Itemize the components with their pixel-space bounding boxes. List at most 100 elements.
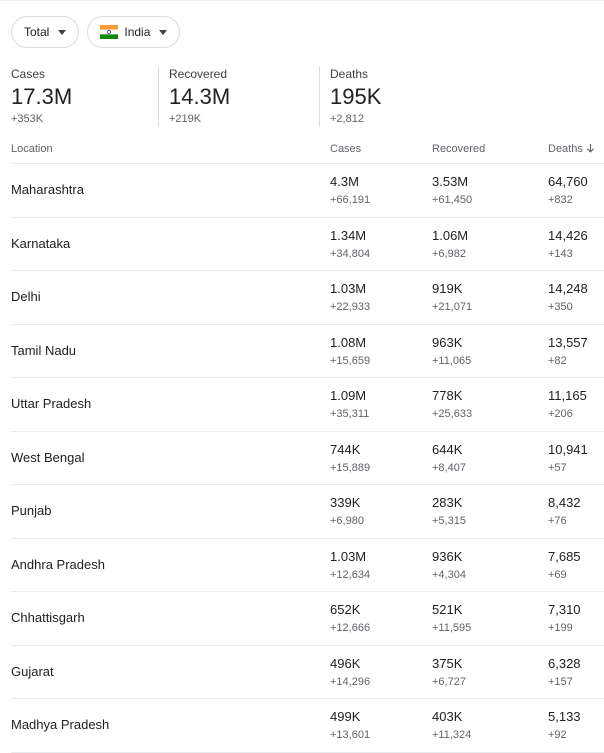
row-location: Gujarat [11,663,54,679]
cases-delta: +12,634 [330,568,371,581]
cases-value: 1.03M [330,281,367,296]
deaths-delta: +76 [548,515,567,527]
recovered-value: 3.53M [432,174,469,189]
header-recovered[interactable]: Recovered [432,143,486,155]
country-dropdown[interactable]: India [87,16,181,48]
row-location: Chhattisgarh [11,610,85,625]
table-body: Maharashtra 4.3M +66,191 3.53M +61,450 64,760… [11,164,604,753]
cases-cell: 496K +14,296 [330,656,370,689]
country-dropdown-label: India [124,25,151,39]
stat-recovered: Recovered 14.3M +219K [158,67,319,127]
deaths-value: 14,248 [548,281,588,296]
row-location: Karnataka [11,235,71,251]
filter-chips: Total India [11,16,181,48]
stat-label: Cases [11,67,46,81]
header-cases[interactable]: Cases [330,143,362,155]
deaths-delta: +82 [548,354,567,367]
deaths-cell: 8,432 +76 [548,495,581,528]
deaths-cell: 5,133 +92 [548,709,581,742]
recovered-delta: +61,450 [432,194,473,206]
cases-cell: 1.08M +15,659 [330,335,370,368]
deaths-value: 11,165 [548,388,587,403]
row-location: Delhi [11,289,41,304]
arrow-down-icon [586,144,594,153]
recovered-value: 936K [432,548,463,564]
cases-cell: 652K +12,666 [330,602,370,635]
stat-value: 195K [330,84,382,109]
caret-down-icon [58,29,67,35]
stat-cases: Cases 17.3M +353K [11,67,158,127]
deaths-value: 64,760 [548,174,588,189]
table-row[interactable]: Uttar Pradesh 1.09M +35,311 778K +25,633 11,1… [11,378,604,432]
locations-table: Location Cases Recovered Deaths Maharash… [11,140,604,753]
summary-stats: Cases 17.3M +353K Recovered 14.3M +219K … [11,67,480,127]
deaths-value: 7,310 [548,602,581,617]
recovered-delta: +4,304 [432,568,466,581]
table-header: Location Cases Recovered Deaths [11,140,604,164]
deaths-cell: 6,328 +157 [548,656,581,689]
recovered-value: 283K [432,495,463,510]
recovered-value: 375K [432,655,463,671]
recovered-value: 919K [432,281,463,296]
table-row[interactable]: Gujarat 496K +14,296 375K +6,727 6,328 +157 [11,646,604,699]
deaths-delta: +206 [548,408,573,420]
recovered-cell: 936K +4,304 [432,549,466,582]
cases-delta: +22,933 [330,301,371,313]
cases-value: 1.34M [330,227,367,243]
stat-label: Deaths [330,67,369,81]
deaths-delta: +199 [548,622,573,634]
deaths-value: 6,328 [548,655,581,671]
recovered-cell: 919K +21,071 [432,281,472,314]
cases-delta: +12,666 [330,622,371,634]
table-row[interactable]: Maharashtra 4.3M +66,191 3.53M +61,450 64,760… [11,164,604,218]
row-location: Maharashtra [11,182,84,197]
deaths-delta: +143 [548,247,573,260]
deaths-delta: +157 [548,675,573,688]
cases-delta: +66,191 [330,194,371,206]
recovered-cell: 1.06M +6,982 [432,228,468,261]
recovered-cell: 521K +11,595 [432,602,471,635]
table-row[interactable]: Tamil Nadu 1.08M +15,659 963K +11,065 13,557 +… [11,325,604,378]
cases-cell: 1.03M +12,634 [330,549,370,582]
stat-delta: +219K [169,113,202,125]
header-location[interactable]: Location [11,143,53,155]
table-row[interactable]: Delhi 1.03M +22,933 919K +21,071 14,248 +350 [11,271,604,325]
table-row[interactable]: Andhra Pradesh 1.03M +12,634 936K +4,304 7,68… [11,539,604,592]
table-row[interactable]: Punjab 339K +6,980 283K +5,315 8,432 +76 [11,485,604,539]
deaths-cell: 14,426 +143 [548,228,588,261]
row-location: Punjab [11,503,52,518]
cases-delta: +6,980 [330,515,364,527]
deaths-value: 7,685 [548,548,581,564]
cases-cell: 4.3M +66,191 [330,174,370,207]
stat-deaths: Deaths 195K +2,812 [319,67,480,127]
header-deaths[interactable]: Deaths [548,143,595,155]
row-location: Uttar Pradesh [11,396,92,411]
stat-value: 17.3M [11,84,73,109]
scope-dropdown[interactable]: Total [11,16,80,48]
deaths-cell: 11,165 +206 [548,388,587,421]
recovered-delta: +11,065 [432,354,472,367]
deaths-value: 13,557 [548,334,588,350]
table-row[interactable]: Karnataka 1.34M +34,804 1.06M +6,982 14,426 +1… [11,218,604,271]
cases-delta: +34,804 [330,247,371,260]
cases-value: 1.08M [330,334,367,350]
table-row[interactable]: West Bengal 744K +15,889 644K +8,407 10,941 +5… [11,432,604,485]
stat-delta: +2,812 [330,113,364,125]
recovered-delta: +11,324 [432,729,472,741]
recovered-delta: +11,595 [432,622,472,634]
recovered-cell: 283K +5,315 [432,495,466,528]
cases-cell: 744K +15,889 [330,442,370,475]
table-row[interactable]: Madhya Pradesh 499K +13,601 403K +11,324 5,13… [11,699,604,753]
deaths-value: 8,432 [548,495,581,510]
table-row[interactable]: Chhattisgarh 652K +12,666 521K +11,595 7,310 +… [11,592,604,646]
recovered-delta: +8,407 [432,461,466,474]
top-divider [0,0,604,1]
recovered-cell: 963K +11,065 [432,335,471,368]
cases-delta: +15,889 [330,461,371,474]
cases-cell: 1.09M +35,311 [330,388,369,421]
stat-label: Recovered [169,67,228,81]
recovered-delta: +6,727 [432,675,466,688]
recovered-value: 1.06M [432,227,469,243]
recovered-delta: +25,633 [432,408,473,420]
recovered-cell: 403K +11,324 [432,709,471,742]
